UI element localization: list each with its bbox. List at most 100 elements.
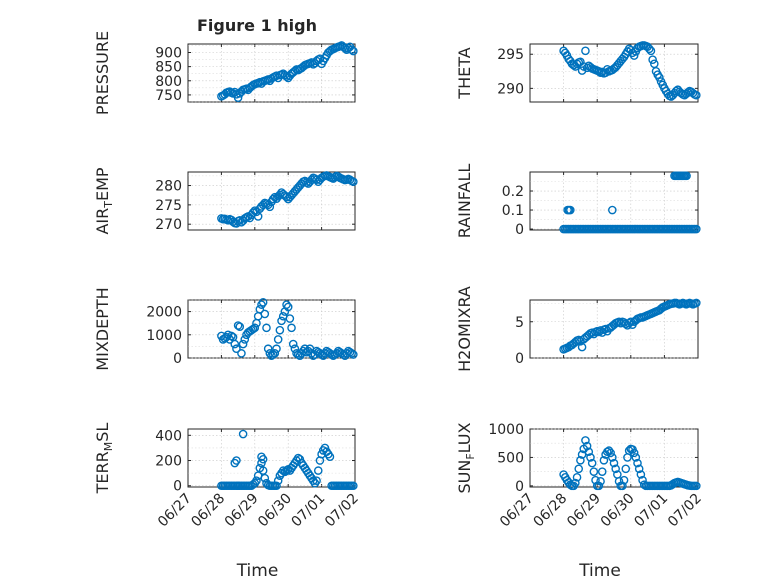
data-point	[327, 350, 336, 359]
y-tick-label: 275	[155, 198, 182, 214]
data-point	[273, 476, 283, 485]
x-tick-label: 07/02	[322, 491, 362, 531]
x-tick-label: 06/27	[155, 491, 195, 531]
data-point	[644, 44, 654, 54]
y-tick-label: 270	[155, 217, 182, 233]
data-point	[252, 476, 261, 485]
y-tick-label: 0	[515, 222, 524, 238]
x-tick-label: 07/01	[631, 491, 671, 531]
y-tick-label: 290	[497, 81, 524, 97]
data-point	[273, 335, 283, 344]
data-point	[629, 51, 639, 60]
data-point	[282, 300, 291, 309]
data-point	[262, 323, 271, 333]
x-tick-label: 06/27	[497, 491, 537, 531]
data-point	[232, 456, 241, 465]
data-point	[682, 171, 691, 181]
data-point	[282, 466, 291, 475]
data-point	[655, 73, 664, 82]
data-point	[272, 481, 281, 491]
data-point	[589, 467, 599, 476]
data-point	[349, 350, 358, 359]
x-tick-label: 06/29	[222, 491, 262, 531]
data-point	[609, 458, 619, 468]
y-tick-label: 0	[515, 479, 524, 495]
data-point	[633, 458, 642, 468]
data-point	[238, 429, 248, 439]
data-point	[636, 470, 646, 479]
data-point	[572, 473, 582, 482]
data-point	[349, 46, 358, 56]
y-axis-label: H2OMIXRA	[455, 286, 474, 372]
data-point	[255, 304, 265, 314]
data-point	[325, 452, 335, 462]
data-point	[349, 481, 358, 491]
data-point	[288, 339, 298, 349]
subplot-row3-left: 0 1000 2000 MIXDEPTH	[93, 287, 358, 371]
y-axis-label: RAINFALL	[455, 164, 474, 239]
data-point	[599, 455, 609, 465]
y-axis-label: TERRMSL	[93, 423, 115, 495]
data-point	[581, 436, 590, 445]
figure-title: Figure 1 high	[197, 16, 317, 35]
data-point	[574, 464, 584, 474]
data-point	[283, 302, 293, 312]
data-point	[312, 476, 321, 485]
data-point	[586, 453, 595, 462]
x-tick-label: 06/28	[531, 491, 571, 531]
data-point	[611, 464, 620, 474]
data-point	[671, 86, 681, 96]
data-point	[235, 216, 245, 225]
y-tick-label: 400	[155, 428, 182, 444]
data-point	[235, 322, 245, 331]
x-axis-label: Time	[578, 561, 621, 581]
data-point	[240, 335, 250, 344]
data-point	[272, 344, 281, 354]
data-point	[232, 344, 241, 354]
data-point	[692, 481, 701, 491]
data-point	[258, 454, 268, 464]
plot-area	[187, 171, 356, 231]
subplot-top-right: 290 295 THETA	[455, 41, 701, 103]
data-point	[604, 446, 614, 455]
data-point	[571, 478, 580, 488]
plot-area	[529, 171, 699, 231]
data-point	[577, 342, 587, 352]
data-point	[260, 309, 270, 319]
y-tick-label: 280	[155, 179, 182, 195]
data-point	[581, 46, 590, 56]
data-point	[648, 55, 657, 64]
y-tick-label: 900	[155, 45, 182, 61]
data-point	[237, 349, 246, 358]
y-tick-label: 0	[173, 351, 182, 367]
data-point	[608, 205, 617, 215]
data-point	[312, 175, 321, 185]
y-axis-label: PRESSURE	[93, 31, 112, 115]
data-point	[692, 224, 701, 234]
data-point	[596, 477, 605, 486]
data-point	[270, 192, 280, 202]
data-point	[313, 466, 323, 475]
y-axis-label: MIXDEPTH	[93, 287, 112, 370]
y-tick-label: 500	[497, 450, 524, 466]
data-point	[587, 458, 597, 468]
subplot-row2-left: 270 275 280 AIRTEMP	[93, 167, 358, 235]
y-tick-label: 850	[155, 60, 182, 76]
data-point	[257, 300, 266, 309]
x-axis-label: Time	[236, 561, 279, 581]
data-point	[608, 453, 617, 462]
y-tick-label: 0	[173, 479, 182, 495]
data-point	[253, 212, 263, 221]
data-point	[634, 464, 644, 474]
y-tick-label: 1000	[488, 422, 524, 438]
data-point	[347, 349, 356, 358]
data-point	[242, 84, 251, 94]
y-axis-label: SUNFLUX	[455, 422, 477, 493]
data-point	[597, 467, 607, 476]
data-point	[285, 314, 295, 323]
y-tick-label: 295	[497, 47, 524, 63]
data-point	[692, 298, 701, 308]
data-point	[282, 192, 291, 202]
data-point	[646, 46, 656, 56]
